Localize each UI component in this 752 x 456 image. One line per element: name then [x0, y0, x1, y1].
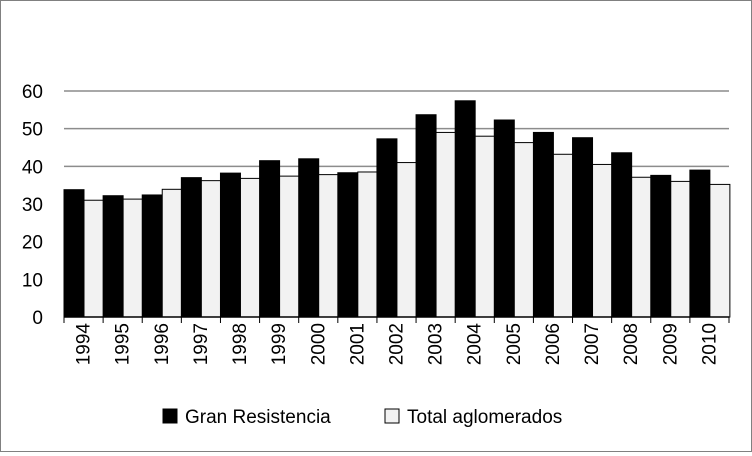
x-tick-label: 2005	[504, 323, 525, 365]
bar-gran-resistencia	[337, 172, 359, 318]
x-tick-label: 2002	[387, 323, 408, 365]
bar-gran-resistencia	[493, 119, 515, 318]
y-tick-label: 0	[32, 308, 43, 329]
x-tick-label: 2007	[582, 323, 603, 365]
y-tick-label: 10	[22, 270, 43, 291]
bar-total-aglomerados	[279, 175, 301, 318]
x-tick-label: 1994	[74, 323, 95, 366]
legend-label: Total aglomerados	[407, 407, 562, 428]
y-tick-label: 40	[22, 157, 43, 178]
bar-total-aglomerados	[83, 199, 105, 318]
bar-total-aglomerados	[122, 198, 144, 318]
legend-swatch	[384, 408, 400, 424]
x-tick-label: 2003	[426, 323, 447, 365]
y-tick-label: 20	[22, 233, 43, 254]
y-tick-label: 60	[22, 82, 43, 103]
x-tick-label: 2008	[621, 323, 642, 365]
bar-gran-resistencia	[611, 152, 633, 318]
bar-total-aglomerados	[200, 180, 222, 318]
bar-gran-resistencia	[454, 100, 476, 318]
bar-gran-resistencia	[572, 137, 594, 318]
bar-total-aglomerados	[357, 171, 379, 318]
bar-gran-resistencia	[376, 138, 398, 318]
bar-gran-resistencia	[180, 177, 202, 318]
bar-gran-resistencia	[415, 114, 437, 318]
bar-gran-resistencia	[219, 172, 241, 318]
bar-total-aglomerados	[513, 142, 535, 318]
bar-total-aglomerados	[435, 131, 457, 318]
y-tick-labels: 0 10 20 30 40 50 60	[22, 82, 43, 329]
x-tick-label: 1996	[152, 323, 173, 365]
bar-total-aglomerados	[552, 153, 574, 318]
bar-gran-resistencia	[650, 174, 672, 318]
x-tick-label: 1997	[191, 323, 212, 365]
bar-gran-resistencia	[689, 169, 711, 318]
bar-total-aglomerados	[318, 174, 340, 318]
bar-gran-resistencia	[63, 189, 85, 318]
axes	[63, 316, 730, 323]
bars	[63, 100, 731, 318]
bar-total-aglomerados	[396, 162, 418, 318]
x-tick-label: 1995	[113, 323, 134, 365]
y-tick-label: 50	[22, 120, 43, 141]
bar-gran-resistencia	[259, 160, 281, 318]
bar-total-aglomerados	[592, 163, 614, 318]
x-tick-labels: 1994 1995 1996 1997 1998 1999 2000 2001 2002 2003…	[74, 323, 721, 366]
bar-gran-resistencia	[298, 158, 320, 318]
x-tick-label: 1999	[269, 323, 290, 365]
x-tick-label: 2009	[660, 323, 681, 365]
bar-gran-resistencia	[141, 194, 163, 318]
legend-swatch	[162, 408, 178, 424]
x-tick-label: 2004	[465, 323, 486, 366]
bar-total-aglomerados	[239, 177, 261, 318]
bar-gran-resistencia	[102, 195, 124, 318]
x-tick-label: 2001	[347, 323, 368, 365]
x-tick-label: 2000	[308, 323, 329, 365]
x-tick-label: 1998	[230, 323, 251, 365]
bar-gran-resistencia	[532, 131, 554, 318]
x-tick-label: 2010	[699, 323, 720, 365]
legend-label: Gran Resistencia	[185, 407, 331, 428]
legend: Gran Resistencia Total aglomerados	[162, 407, 562, 428]
y-tick-label: 30	[22, 195, 43, 216]
bar-total-aglomerados	[670, 180, 692, 318]
bar-total-aglomerados	[709, 183, 731, 318]
bar-total-aglomerados	[474, 135, 496, 318]
bar-total-aglomerados	[161, 188, 183, 318]
bar-total-aglomerados	[631, 176, 653, 318]
x-tick-label: 2006	[543, 323, 564, 365]
